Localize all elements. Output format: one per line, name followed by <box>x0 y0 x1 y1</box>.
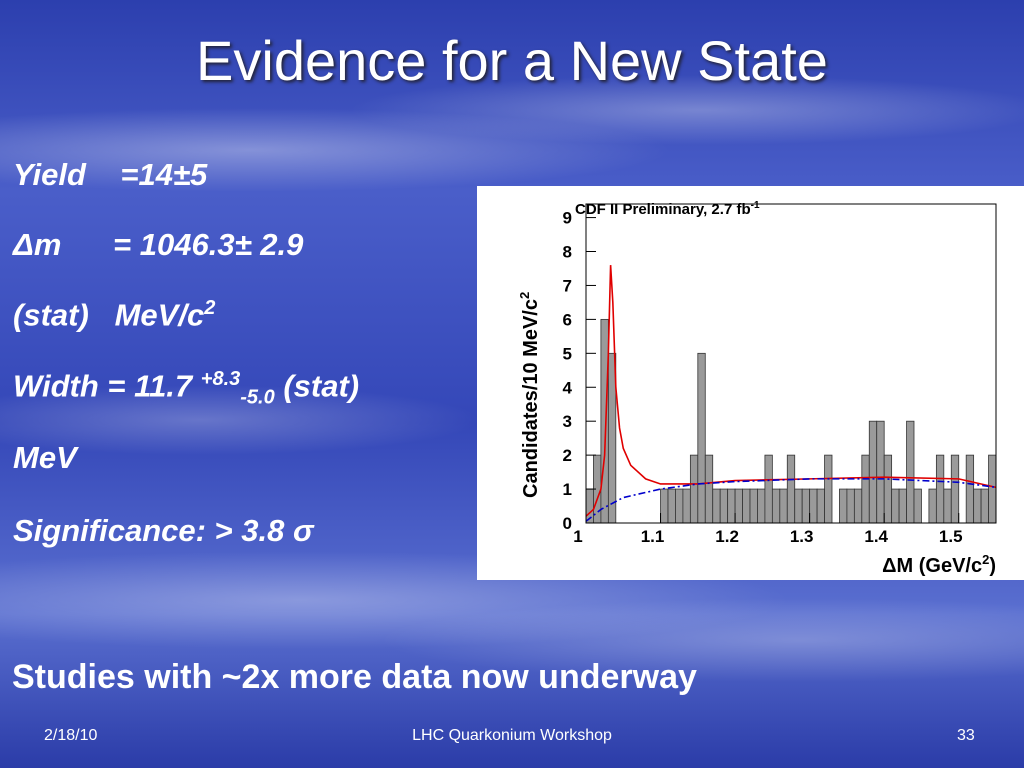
histogram-bar <box>816 488 825 524</box>
histogram-bar <box>913 488 922 524</box>
y-tick-label: 0 <box>563 514 572 533</box>
histogram-bar <box>697 352 706 524</box>
histogram-bar <box>898 488 907 524</box>
text: (stat) MeV/c <box>13 297 205 333</box>
footer-date: 2/18/10 <box>44 727 98 744</box>
histogram-bar <box>935 454 945 524</box>
histogram-bar <box>719 488 729 524</box>
histogram-bar <box>868 420 878 524</box>
histogram-bar <box>876 420 885 524</box>
histogram-bar <box>749 488 758 524</box>
histogram-bar <box>786 454 796 524</box>
histogram-bar <box>891 488 900 524</box>
superscript: +8.3 <box>200 368 241 390</box>
fit-curve <box>585 478 997 522</box>
histogram-bar <box>757 488 766 524</box>
chart: CDF II Preliminary, 2.7 fb-1 Candidates/… <box>477 186 1024 580</box>
histogram-bar <box>801 488 811 524</box>
footer-page: 33 <box>957 727 975 744</box>
histogram-bar <box>928 488 937 524</box>
x-tick-label: 1.2 <box>715 527 739 546</box>
histogram-bar <box>839 488 848 524</box>
y-tick-label: 5 <box>563 344 572 363</box>
superscript: 2 <box>204 297 216 319</box>
delta-m-unit: (stat) MeV/c2 <box>13 297 215 333</box>
histogram-bar <box>712 488 721 524</box>
x-tick-label: 1.1 <box>641 527 665 546</box>
histogram-bar <box>764 454 773 524</box>
subscript: -5.0 <box>240 386 275 409</box>
superscript: 2 <box>982 552 989 567</box>
text: CDF II Preliminary, 2.7 fb <box>575 201 751 218</box>
y-tick-label: 2 <box>563 446 572 465</box>
histogram-bar <box>600 318 609 524</box>
y-axis-label: Candidates/10 MeV/c2 <box>517 292 542 498</box>
histogram-bar <box>824 454 833 524</box>
y-tick-label: 1 <box>563 480 572 499</box>
histogram-bar <box>980 488 989 524</box>
width: Width = 11.7 +8.3-5.0 (stat) <box>13 368 359 410</box>
x-tick-label: 1.3 <box>790 527 814 546</box>
plot-frame <box>585 203 997 524</box>
histogram-bar <box>727 488 736 524</box>
y-tick-label: 4 <box>563 378 573 397</box>
x-axis-label: ΔM (GeV/c2) <box>882 552 996 577</box>
x-tick-label: 1 <box>573 527 582 546</box>
histogram-bar <box>704 454 714 524</box>
x-tick-label: 1.4 <box>864 527 888 546</box>
text: ΔM (GeV/c <box>882 555 982 577</box>
footer-event: LHC Quarkonium Workshop <box>412 727 612 744</box>
text: Candidates/10 MeV/c <box>520 299 542 498</box>
fit-curve <box>585 265 997 517</box>
histogram-bar <box>950 454 960 524</box>
y-tick-label: 7 <box>563 276 572 295</box>
superscript: -1 <box>751 200 760 211</box>
slide-title: Evidence for a New State <box>196 29 828 92</box>
histogram-bar <box>943 488 952 524</box>
delta-m: Δm = 1046.3± 2.9 <box>13 227 304 262</box>
y-tick-label: 6 <box>563 310 572 329</box>
histogram-bar <box>965 454 975 524</box>
histogram-bar <box>906 420 915 524</box>
histogram-bar <box>660 488 669 524</box>
chart-title: CDF II Preliminary, 2.7 fb-1 <box>575 200 760 218</box>
histogram-bar <box>734 488 743 524</box>
histogram-bar <box>607 352 617 524</box>
note: Studies with ~2x more data now underway <box>12 658 697 696</box>
histogram-bar <box>809 488 818 524</box>
yield: Yield =14±5 <box>13 157 208 192</box>
histogram-bar <box>794 488 803 524</box>
histogram-bar <box>973 488 982 524</box>
text: Width = 11.7 <box>13 368 201 404</box>
histogram-bar <box>689 454 699 524</box>
histogram-bar <box>988 454 997 524</box>
histogram-bar <box>846 488 855 524</box>
histogram-bar <box>883 454 893 524</box>
y-tick-label: 9 <box>563 209 572 228</box>
x-tick-label: 1.5 <box>939 527 963 546</box>
width-unit: MeV <box>13 440 77 475</box>
histogram-bar <box>675 488 684 524</box>
histogram-bar <box>771 488 781 524</box>
histogram-bar <box>853 488 863 524</box>
superscript: 2 <box>517 292 532 299</box>
histogram-bar <box>861 454 870 524</box>
histogram-bar <box>779 488 788 524</box>
histogram-bar <box>667 488 676 524</box>
histogram-bar <box>742 488 751 524</box>
histogram-bar <box>682 488 691 524</box>
y-tick-label: 3 <box>563 412 572 431</box>
significance: Significance: > 3.8 σ <box>13 513 314 548</box>
y-tick-label: 8 <box>563 243 572 262</box>
text: (stat) <box>274 368 360 404</box>
text: ) <box>989 555 996 577</box>
